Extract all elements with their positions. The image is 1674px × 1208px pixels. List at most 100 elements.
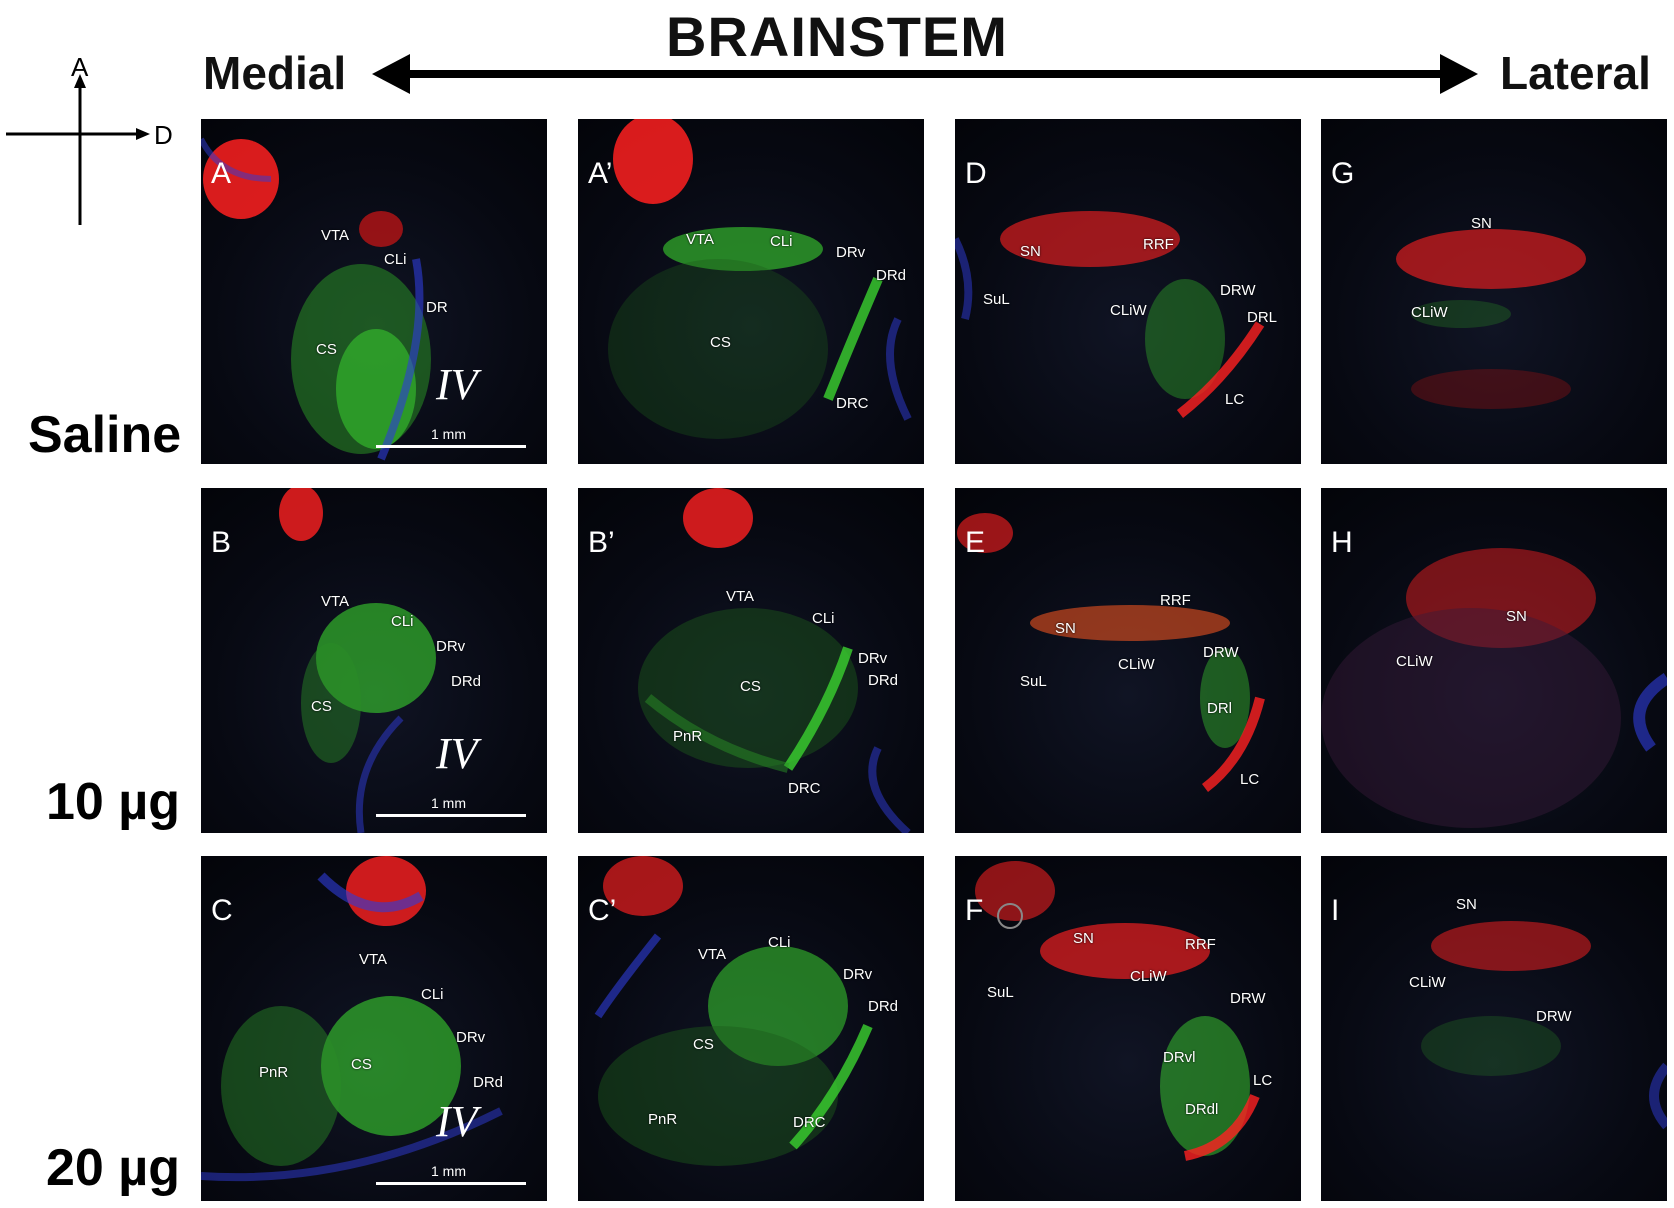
- region-label: DRC: [793, 1114, 826, 1131]
- region-label: LC: [1225, 391, 1245, 408]
- panel-c-prime: C’ VTA CLi DRv DRd CS PnR DRC: [578, 856, 924, 1201]
- region-label: CS: [351, 1056, 372, 1073]
- row-label-saline: Saline: [28, 406, 182, 464]
- panel-letter: E: [965, 526, 986, 559]
- orientation-compass: A D: [6, 52, 173, 225]
- region-label: SN: [1073, 930, 1094, 947]
- region-label: CLi: [384, 251, 407, 268]
- region-label: CS: [710, 334, 731, 351]
- panel-e: E RRF SN CLiW DRW SuL DRl LC: [955, 488, 1301, 833]
- compass-dorsal-label: D: [154, 120, 173, 150]
- region-label: SuL: [983, 291, 1010, 308]
- region-label: DRl: [1207, 700, 1232, 717]
- region-label: VTA: [321, 593, 350, 610]
- region-label: SN: [1020, 243, 1041, 260]
- row-label-20ug: 20 µg: [46, 1139, 181, 1197]
- region-label: CLiW: [1411, 304, 1448, 321]
- region-label: PnR: [648, 1111, 678, 1128]
- region-label: DRL: [1247, 309, 1278, 326]
- region-label: SuL: [1020, 673, 1047, 690]
- region-label: CS: [740, 678, 761, 695]
- region-label: DRv: [858, 650, 888, 667]
- lateral-label: Lateral: [1500, 47, 1651, 99]
- scale-bar: [376, 814, 526, 817]
- ventricle-label: IV: [436, 1097, 478, 1146]
- panel-i: I SN CLiW DRW: [1321, 856, 1667, 1201]
- region-label: CLi: [421, 986, 444, 1003]
- region-label: PnR: [259, 1064, 289, 1081]
- panel-letter: F: [965, 894, 984, 927]
- region-label: SuL: [987, 984, 1014, 1001]
- panel-letter: C: [211, 894, 233, 927]
- region-label: DRd: [868, 998, 899, 1015]
- medial-label: Medial: [203, 47, 347, 99]
- region-label: LC: [1240, 771, 1260, 788]
- region-label: DRv: [836, 244, 866, 261]
- region-label: DRd: [876, 267, 907, 284]
- panel-b-prime: B’ VTA CLi DRv DRd CS PnR DRC: [578, 488, 924, 833]
- region-label: DRvl: [1163, 1049, 1196, 1066]
- region-label: CLi: [391, 613, 414, 630]
- scale-bar: [376, 1182, 526, 1185]
- region-label: DRd: [473, 1074, 504, 1091]
- region-label: DRC: [788, 780, 821, 797]
- panel-g: G SN CLiW: [1321, 119, 1667, 464]
- region-label: RRF: [1160, 592, 1191, 609]
- panel-letter: B: [211, 526, 232, 559]
- panel-letter: C’: [588, 894, 617, 927]
- region-label: DR: [426, 299, 448, 316]
- scale-bar-label: 1 mm: [431, 426, 466, 442]
- region-label: CLi: [770, 233, 793, 250]
- region-label: DRC: [836, 395, 869, 412]
- panel-h: H SN CLiW: [1321, 488, 1667, 833]
- region-label: CLiW: [1118, 656, 1155, 673]
- region-label: RRF: [1185, 936, 1216, 953]
- region-label: DRdl: [1185, 1101, 1219, 1118]
- region-label: CS: [693, 1036, 714, 1053]
- medial-lateral-arrow: [372, 54, 1478, 94]
- region-label: CLiW: [1130, 968, 1167, 985]
- region-label: VTA: [726, 588, 755, 605]
- region-label: SN: [1456, 896, 1477, 913]
- scale-bar-label: 1 mm: [431, 1163, 466, 1179]
- panel-letter: G: [1331, 157, 1355, 190]
- region-label: CLi: [768, 934, 791, 951]
- brainstem-title: BRAINSTEM: [666, 5, 1008, 68]
- region-label: DRv: [436, 638, 466, 655]
- region-label: SN: [1471, 215, 1492, 232]
- panel-c: C VTA CLi DRv CS PnR DRd IV 1 mm: [201, 856, 547, 1201]
- panel-letter: I: [1331, 894, 1340, 927]
- region-label: VTA: [698, 946, 727, 963]
- panel-letter: B’: [588, 526, 615, 559]
- region-label: CS: [316, 341, 337, 358]
- region-label: SN: [1055, 620, 1076, 637]
- scale-bar: [376, 445, 526, 448]
- region-label: CLiW: [1110, 302, 1147, 319]
- region-label: DRW: [1220, 282, 1256, 299]
- region-label: VTA: [321, 227, 350, 244]
- panel-b: B VTA CLi DRv DRd CS IV 1 mm: [201, 488, 547, 833]
- panel-a: A VTA CLi DR CS IV 1 mm: [201, 119, 547, 464]
- ventricle-label: IV: [436, 360, 478, 409]
- panel-letter: H: [1331, 526, 1353, 559]
- region-label: DRd: [868, 672, 899, 689]
- region-label: DRv: [456, 1029, 486, 1046]
- ventricle-label: IV: [436, 729, 478, 778]
- panel-letter: A: [211, 157, 232, 190]
- region-label: DRW: [1536, 1008, 1572, 1025]
- region-label: CLiW: [1409, 974, 1446, 991]
- panel-a-prime: A’ VTA CLi DRv DRd CS DRC: [578, 119, 924, 464]
- region-label: DRW: [1203, 644, 1239, 661]
- panel-letter: A’: [588, 157, 613, 190]
- scale-bar-label: 1 mm: [431, 795, 466, 811]
- region-label: DRd: [451, 673, 482, 690]
- panel-letter: D: [965, 157, 987, 190]
- panel-d: D SN RRF SuL CLiW DRW DRL LC: [955, 119, 1301, 464]
- region-label: DRv: [843, 966, 873, 983]
- region-label: VTA: [686, 231, 715, 248]
- region-label: CLi: [812, 610, 835, 627]
- region-label: PnR: [673, 728, 703, 745]
- panel-f: F SN RRF CLiW SuL DRW DRvl LC DRdl: [955, 856, 1301, 1201]
- region-label: LC: [1253, 1072, 1273, 1089]
- region-label: CLiW: [1396, 653, 1433, 670]
